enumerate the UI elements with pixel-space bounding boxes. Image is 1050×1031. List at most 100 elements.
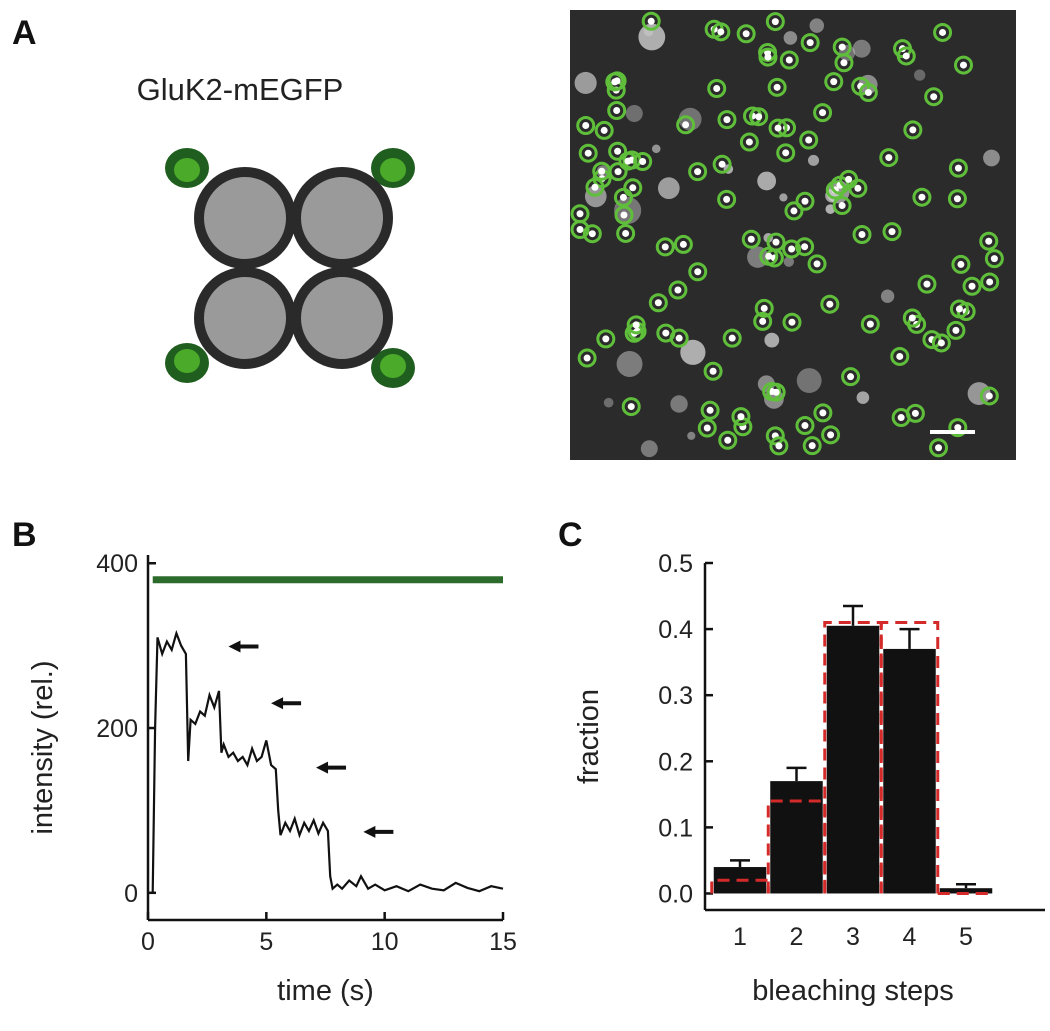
spot bbox=[801, 197, 809, 205]
y-axis-label: intensity (rel.) bbox=[27, 660, 59, 834]
spot-marker bbox=[605, 72, 625, 92]
spot-marker bbox=[779, 50, 799, 70]
spot bbox=[764, 53, 772, 61]
spot-marker bbox=[799, 130, 819, 150]
spot-marker bbox=[890, 346, 910, 366]
spot-marker bbox=[912, 187, 932, 207]
spot-marker bbox=[820, 294, 840, 314]
spot-marker bbox=[951, 254, 971, 274]
spot-marker bbox=[768, 118, 788, 138]
spot bbox=[598, 167, 606, 175]
spot bbox=[709, 367, 717, 375]
x-tick-label: 2 bbox=[790, 923, 804, 951]
spot-marker bbox=[984, 249, 1004, 269]
spot bbox=[576, 210, 584, 218]
spot-marker bbox=[766, 382, 786, 402]
spot bbox=[854, 184, 862, 192]
bright-spot bbox=[640, 440, 658, 458]
spot-marker bbox=[700, 400, 720, 420]
spot bbox=[662, 329, 670, 337]
spot bbox=[954, 164, 962, 172]
spot bbox=[611, 78, 619, 86]
spot-marker bbox=[769, 436, 789, 456]
spot bbox=[694, 268, 702, 276]
spot bbox=[755, 113, 763, 121]
spot-marker bbox=[795, 237, 815, 257]
spot-marker bbox=[618, 151, 638, 171]
bright-spot bbox=[796, 368, 822, 393]
spot bbox=[908, 314, 916, 322]
spot-marker bbox=[717, 189, 737, 209]
spot-marker bbox=[882, 222, 902, 242]
x-tick-label: 5 bbox=[259, 928, 273, 956]
spot bbox=[866, 320, 874, 328]
spot-marker bbox=[767, 77, 787, 97]
x-tick-label: 4 bbox=[903, 923, 917, 951]
spot-marker bbox=[676, 115, 696, 135]
diagram-title: GluK2-mEGFP bbox=[137, 72, 344, 107]
spot-marker bbox=[948, 418, 968, 438]
spot-marker bbox=[648, 293, 668, 313]
spot-marker bbox=[825, 180, 845, 200]
spot-marker bbox=[980, 272, 1000, 292]
spot bbox=[772, 388, 780, 396]
spot-marker bbox=[582, 224, 602, 244]
bright-spot bbox=[764, 332, 780, 348]
spot bbox=[718, 160, 726, 168]
spot-marker bbox=[839, 169, 859, 189]
spot-marker bbox=[953, 55, 973, 75]
spot bbox=[694, 168, 702, 176]
spot bbox=[602, 335, 610, 343]
spot-marker bbox=[832, 37, 852, 57]
x-tick-label: 15 bbox=[489, 928, 517, 956]
x-tick-label: 1 bbox=[733, 923, 747, 951]
spot bbox=[584, 149, 592, 157]
spot-marker bbox=[795, 191, 815, 211]
spot bbox=[774, 124, 782, 132]
spot-marker bbox=[585, 177, 605, 197]
spot bbox=[952, 326, 960, 334]
spot bbox=[801, 422, 809, 430]
spot bbox=[591, 183, 599, 191]
spot bbox=[745, 138, 753, 146]
spot bbox=[639, 158, 647, 166]
spot bbox=[583, 354, 591, 362]
spot bbox=[909, 126, 917, 134]
arrow bbox=[271, 697, 302, 710]
spot-marker bbox=[929, 438, 949, 458]
spot bbox=[830, 78, 838, 86]
bright-spot bbox=[757, 171, 777, 191]
spot-marker bbox=[668, 280, 688, 300]
spot bbox=[713, 85, 721, 93]
x-axis-label: time (s) bbox=[277, 975, 374, 1007]
spot bbox=[582, 121, 590, 129]
spot bbox=[788, 318, 796, 326]
spot bbox=[674, 286, 682, 294]
bright-spot bbox=[687, 431, 696, 440]
spot bbox=[939, 28, 947, 36]
bar bbox=[939, 888, 993, 894]
bright-spot bbox=[603, 397, 614, 408]
spot-marker bbox=[813, 403, 833, 423]
spot bbox=[782, 149, 790, 157]
spot bbox=[896, 352, 904, 360]
spot bbox=[990, 255, 998, 263]
bright-spot bbox=[574, 71, 597, 95]
spot-marker bbox=[741, 229, 761, 249]
bright-spot bbox=[651, 144, 661, 154]
spot bbox=[827, 431, 835, 439]
arrow bbox=[363, 825, 394, 838]
spot-marker bbox=[613, 187, 633, 207]
spot-marker bbox=[608, 162, 628, 182]
spot-marker bbox=[626, 315, 646, 335]
spot bbox=[918, 193, 926, 201]
spot bbox=[759, 317, 767, 325]
spot-marker bbox=[852, 225, 872, 245]
spot-marker bbox=[947, 189, 967, 209]
x-axis-label: bleaching steps bbox=[752, 975, 954, 1007]
spot bbox=[742, 30, 750, 38]
spot bbox=[724, 436, 732, 444]
y-tick-label: 400 bbox=[96, 550, 138, 578]
spot-marker bbox=[655, 237, 675, 257]
